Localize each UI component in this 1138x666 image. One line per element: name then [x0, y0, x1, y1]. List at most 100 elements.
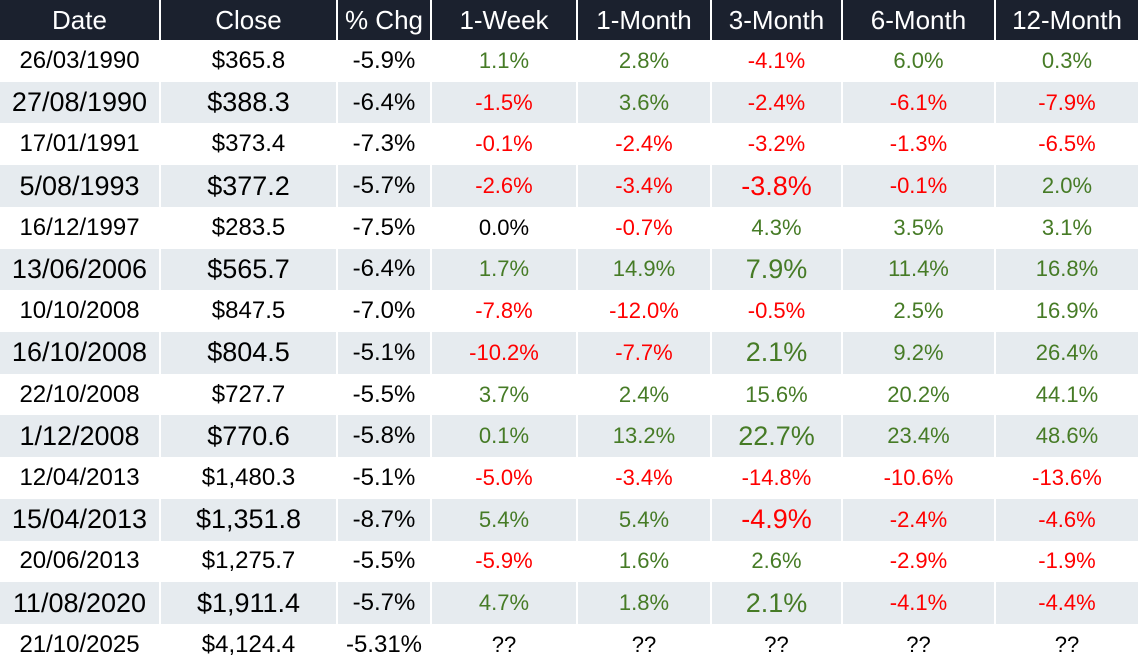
- date-cell: 11/08/2020: [0, 582, 161, 625]
- column-header-12-month: 12-Month: [995, 0, 1138, 40]
- date-cell: 26/03/1990: [0, 40, 161, 82]
- return-12-month-cell: -6.5%: [1038, 131, 1096, 157]
- return-1-week-cell: -2.6%: [431, 165, 578, 207]
- return-6-month-cell: ??: [842, 624, 996, 666]
- return-1-week-cell: 1.7%: [431, 248, 578, 291]
- date-cell: 16/12/1997: [0, 206, 161, 249]
- return-3-month-cell: -3.8%: [711, 165, 843, 207]
- return-1-month-cell: 14.9%: [577, 248, 712, 291]
- return-12-month-cell: 3.1%: [1041, 214, 1093, 240]
- close-cell: $1,351.8: [160, 498, 338, 541]
- return-12-month-cell: 16.8%: [1035, 256, 1099, 282]
- pct-chg-cell: -5.5%: [337, 540, 432, 583]
- close-cell: $770.6: [160, 415, 338, 458]
- return-1-week-cell: -1.5%: [431, 81, 578, 124]
- pct-chg-cell: -5.7%: [337, 582, 432, 625]
- table-body: 26/03/1990 $365.8 -5.9% 1.1% 2.8% -4.1% …: [0, 40, 1138, 666]
- close-cell: $727.7: [160, 373, 338, 416]
- return-6-month-cell: -1.3%: [842, 123, 996, 166]
- return-3-month-cell: -4.9%: [711, 498, 843, 541]
- pct-chg-cell: -8.7%: [337, 498, 432, 541]
- return-3-month-cell: -0.5%: [711, 290, 843, 333]
- table-row: 26/03/1990 $365.8 -5.9% 1.1% 2.8% -4.1% …: [0, 40, 1138, 82]
- return-6-month-cell: -0.1%: [842, 165, 996, 207]
- column-header-pct-chg: % Chg: [337, 0, 432, 40]
- return-6-month-cell: -6.1%: [842, 81, 996, 124]
- pct-chg-cell: -6.4%: [337, 248, 432, 291]
- date-cell: 21/10/2025: [0, 624, 161, 666]
- return-3-month-cell: 22.7%: [711, 415, 843, 458]
- table-row: 11/08/2020 $1,911.4 -5.7% 4.7% 1.8% 2.1%…: [0, 582, 1138, 625]
- return-1-month-cell: -12.0%: [577, 290, 712, 333]
- return-1-month-cell: -3.4%: [577, 457, 712, 499]
- close-cell: $1,480.3: [160, 457, 338, 499]
- return-12-month-cell: -4.6%: [1038, 506, 1096, 532]
- pct-chg-cell: -6.4%: [337, 81, 432, 124]
- return-1-week-cell: 0.0%: [431, 206, 578, 249]
- return-6-month-cell: 20.2%: [842, 373, 996, 416]
- return-3-month-cell: 2.6%: [711, 540, 843, 583]
- date-cell: 1/12/2008: [0, 415, 161, 458]
- date-cell: 10/10/2008: [0, 290, 161, 333]
- return-6-month-cell: 3.5%: [842, 206, 996, 249]
- table-row: 20/06/2013 $1,275.7 -5.5% -5.9% 1.6% 2.6…: [0, 540, 1138, 583]
- table-row: 16/10/2008 $804.5 -5.1% -10.2% -7.7% 2.1…: [0, 332, 1138, 374]
- column-header-close: Close: [160, 0, 338, 40]
- return-12-month-cell: 26.4%: [1035, 339, 1099, 365]
- close-cell: $373.4: [160, 123, 338, 166]
- pct-chg-cell: -5.5%: [337, 373, 432, 416]
- table-row: 22/10/2008 $727.7 -5.5% 3.7% 2.4% 15.6% …: [0, 373, 1138, 416]
- return-3-month-cell: 4.3%: [711, 206, 843, 249]
- table-row: 13/06/2006 $565.7 -6.4% 1.7% 14.9% 7.9% …: [0, 248, 1138, 291]
- return-1-week-cell: 4.7%: [431, 582, 578, 625]
- table-row: 15/04/2013 $1,351.8 -8.7% 5.4% 5.4% -4.9…: [0, 498, 1138, 541]
- return-1-week-cell: -0.1%: [431, 123, 578, 166]
- close-cell: $565.7: [160, 248, 338, 291]
- date-cell: 17/01/1991: [0, 123, 161, 166]
- column-header-3-month: 3-Month: [711, 0, 843, 40]
- pct-chg-cell: -7.5%: [337, 206, 432, 249]
- return-6-month-cell: 23.4%: [842, 415, 996, 458]
- table-row: 16/12/1997 $283.5 -7.5% 0.0% -0.7% 4.3% …: [0, 206, 1138, 249]
- return-6-month-cell: 6.0%: [842, 40, 996, 82]
- table-row: 12/04/2013 $1,480.3 -5.1% -5.0% -3.4% -1…: [0, 457, 1138, 499]
- date-cell: 27/08/1990: [0, 81, 161, 124]
- date-cell: 16/10/2008: [0, 332, 161, 374]
- return-1-month-cell: 1.8%: [577, 582, 712, 625]
- return-1-week-cell: -7.8%: [431, 290, 578, 333]
- return-1-week-cell: 3.7%: [431, 373, 578, 416]
- pct-chg-cell: -5.9%: [337, 40, 432, 82]
- return-3-month-cell: 2.1%: [711, 582, 843, 625]
- table-row: 5/08/1993 $377.2 -5.7% -2.6% -3.4% -3.8%…: [0, 165, 1138, 207]
- return-1-week-cell: ??: [431, 624, 578, 666]
- return-12-month-cell: -13.6%: [1032, 465, 1102, 491]
- pct-chg-cell: -5.8%: [337, 415, 432, 458]
- column-header-1-week: 1-Week: [431, 0, 578, 40]
- return-1-month-cell: -2.4%: [577, 123, 712, 166]
- pct-chg-cell: -5.1%: [337, 332, 432, 374]
- table-row: 17/01/1991 $373.4 -7.3% -0.1% -2.4% -3.2…: [0, 123, 1138, 166]
- table-row: 21/10/2025 $4,124.4 -5.31% ?? ?? ?? ?? ?…: [0, 624, 1138, 666]
- return-1-week-cell: -5.0%: [431, 457, 578, 499]
- pct-chg-cell: -5.7%: [337, 165, 432, 207]
- date-cell: 12/04/2013: [0, 457, 161, 499]
- return-1-week-cell: 1.1%: [431, 40, 578, 82]
- close-cell: $1,911.4: [160, 582, 338, 625]
- return-1-month-cell: 1.6%: [577, 540, 712, 583]
- return-12-month-cell: -1.9%: [1038, 548, 1096, 574]
- return-6-month-cell: 2.5%: [842, 290, 996, 333]
- date-cell: 22/10/2008: [0, 373, 161, 416]
- column-header-date: Date: [0, 0, 161, 40]
- return-3-month-cell: 2.1%: [711, 332, 843, 374]
- return-3-month-cell: -4.1%: [711, 40, 843, 82]
- table-row: 1/12/2008 $770.6 -5.8% 0.1% 13.2% 22.7% …: [0, 415, 1138, 458]
- table-row: 10/10/2008 $847.5 -7.0% -7.8% -12.0% -0.…: [0, 290, 1138, 333]
- close-cell: $377.2: [160, 165, 338, 207]
- table-row: 27/08/1990 $388.3 -6.4% -1.5% 3.6% -2.4%…: [0, 81, 1138, 124]
- date-cell: 20/06/2013: [0, 540, 161, 583]
- return-1-week-cell: -5.9%: [431, 540, 578, 583]
- close-cell: $804.5: [160, 332, 338, 374]
- date-cell: 15/04/2013: [0, 498, 161, 541]
- return-12-month-cell: 0.3%: [1041, 47, 1093, 73]
